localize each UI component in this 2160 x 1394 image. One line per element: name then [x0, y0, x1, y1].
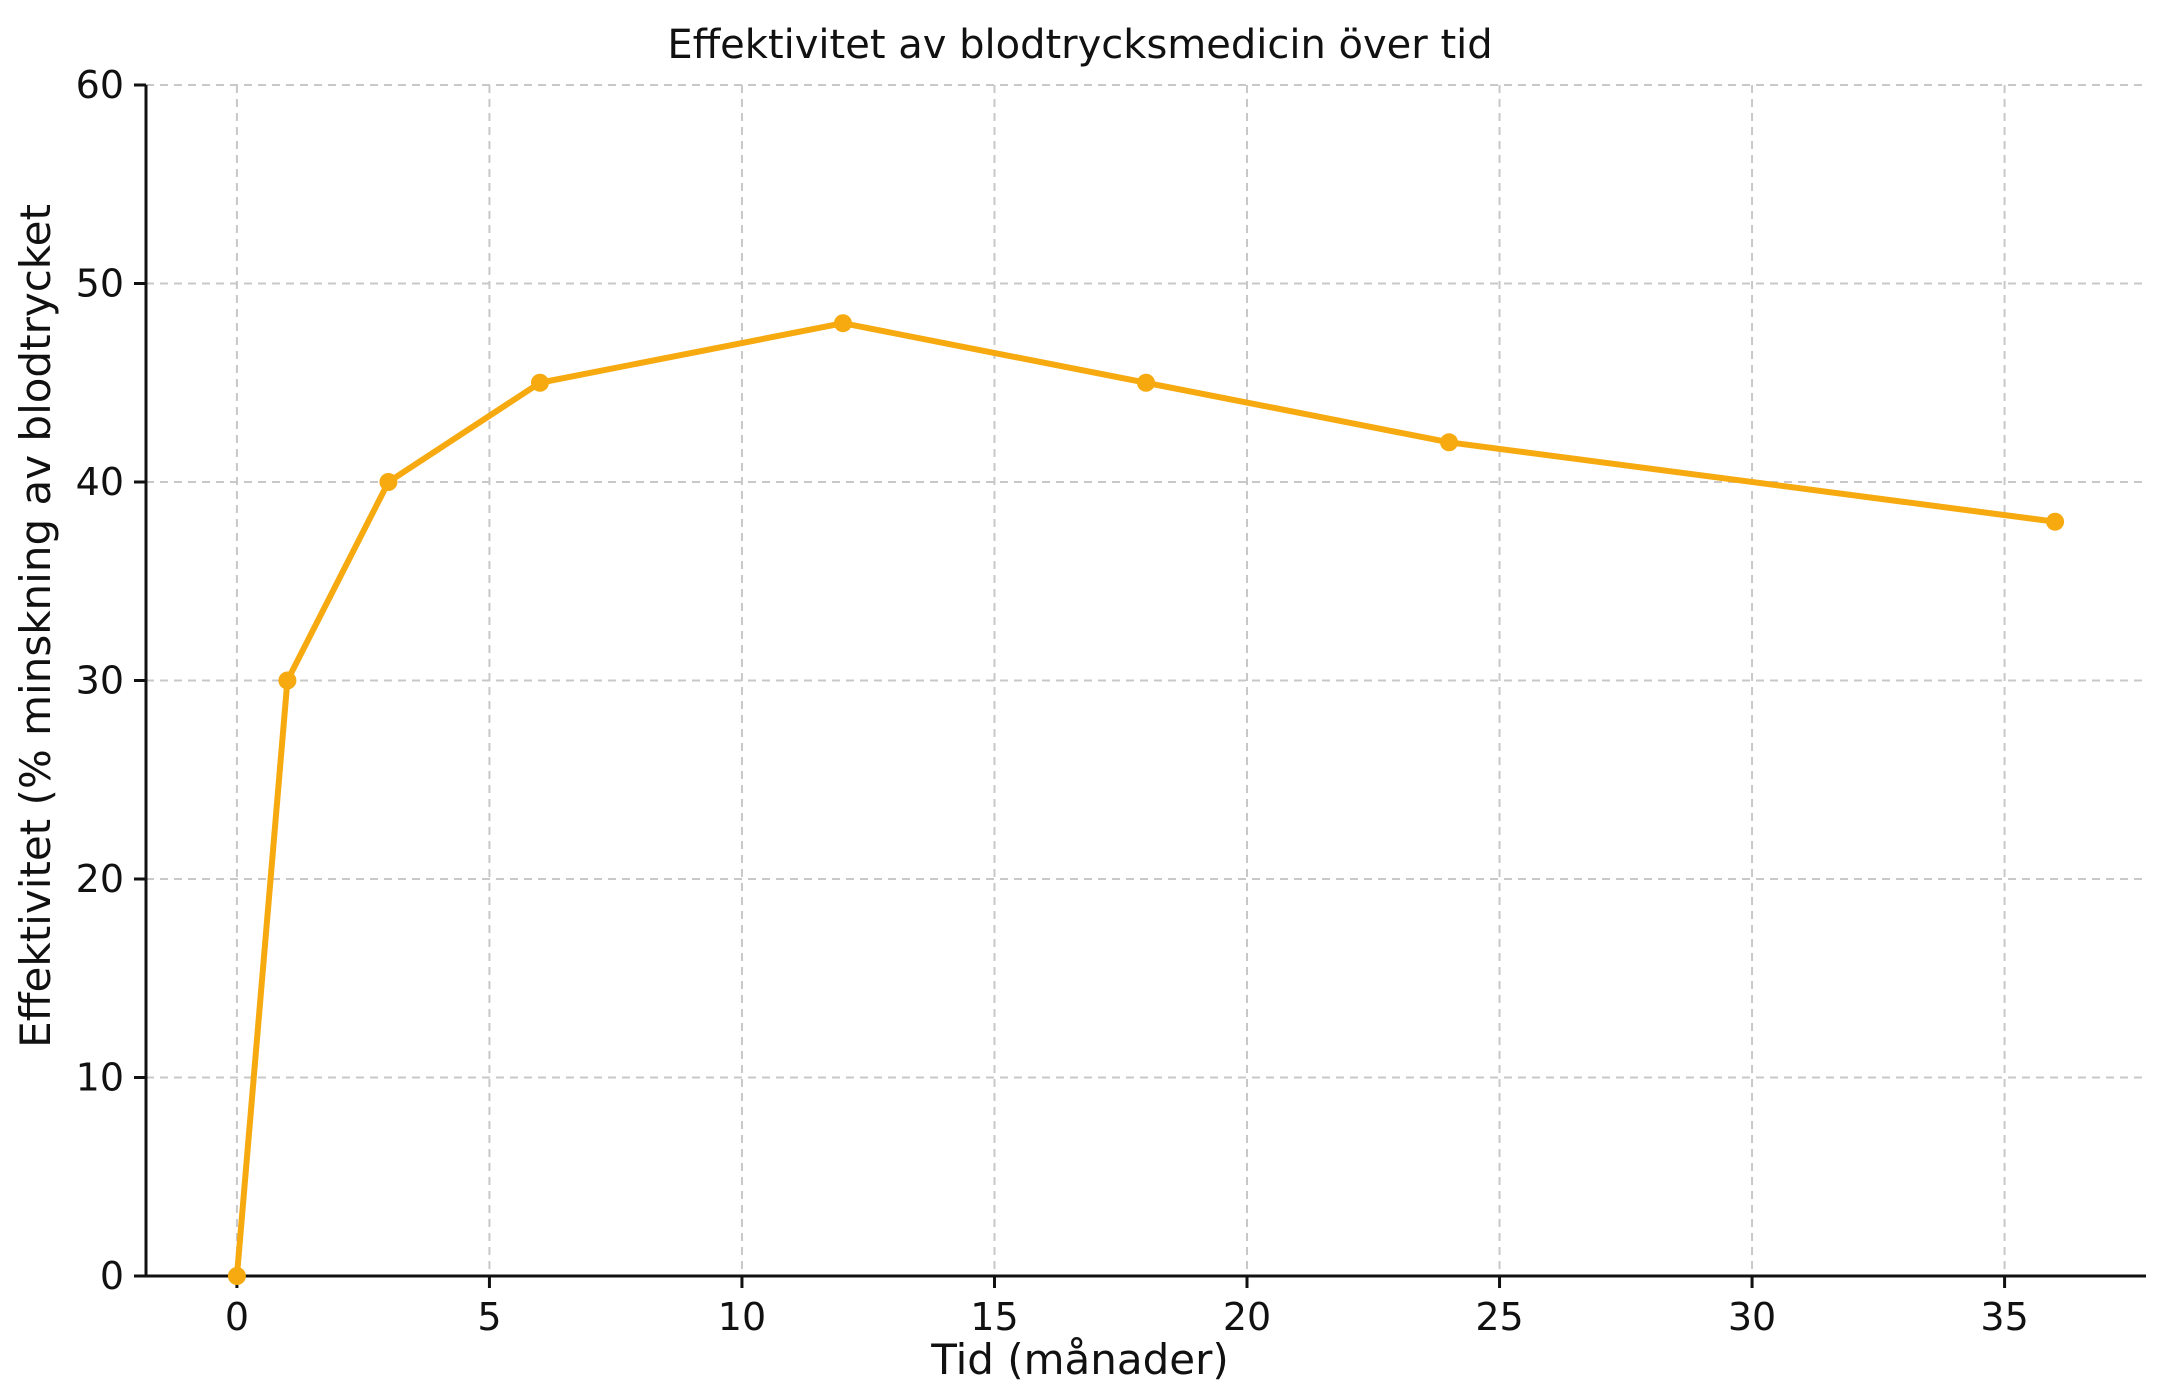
- y-tick-label: 40: [76, 460, 124, 504]
- data-point-0: [227, 1267, 246, 1285]
- y-tick-label: 10: [76, 1056, 124, 1100]
- x-tick-label: 25: [1475, 1295, 1523, 1339]
- x-tick-label: 5: [477, 1295, 501, 1339]
- y-tick-label: 50: [76, 262, 124, 306]
- series-layer: [227, 314, 2065, 1285]
- grid-layer: [146, 84, 2146, 1277]
- x-tick-label: 35: [1980, 1295, 2028, 1339]
- data-point-7: [2046, 512, 2065, 531]
- data-point-5: [1137, 373, 1155, 392]
- x-tick-label: 20: [1223, 1295, 1271, 1339]
- x-tick-label: 10: [718, 1295, 766, 1339]
- chart-title: Effektivitet av blodtrycksmedicin över t…: [667, 22, 1492, 68]
- y-tick-label: 0: [100, 1254, 124, 1298]
- data-point-4: [833, 314, 852, 333]
- x-tick-label: 0: [225, 1295, 249, 1339]
- y-axis-label: Effektivitet (% minskning av blodtrycket: [11, 204, 60, 1048]
- data-point-2: [379, 473, 398, 491]
- y-tick-label: 20: [76, 857, 124, 901]
- y-tick-label: 60: [76, 63, 124, 107]
- data-point-1: [278, 671, 297, 690]
- x-tick-label: 15: [970, 1295, 1018, 1339]
- x-tick-label: 30: [1728, 1295, 1776, 1339]
- y-tick-label: 30: [76, 659, 124, 703]
- x-axis-label: Tid (månader): [930, 1335, 1229, 1384]
- data-point-3: [530, 373, 549, 392]
- series-line-0: [233, 320, 2059, 1279]
- axes-layer: 0 5 10 15 20 25 30 35 0 10 20 30 40 50 60: [76, 63, 2146, 1339]
- data-point-6: [1440, 433, 1459, 452]
